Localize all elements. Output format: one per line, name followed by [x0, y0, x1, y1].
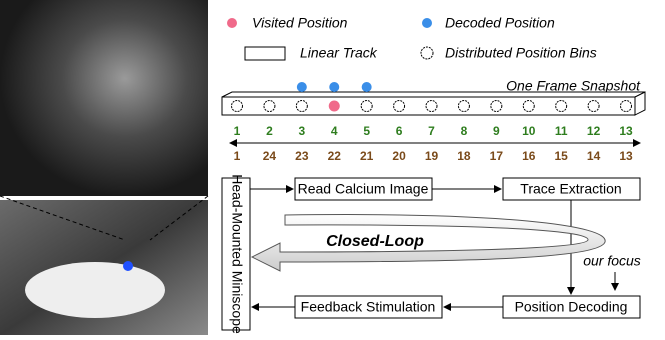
decoding-label: Position Decoding [515, 299, 628, 315]
forward-index: 13 [619, 124, 633, 138]
closed-loop-label: Closed-Loop [326, 233, 424, 250]
forward-index: 3 [298, 124, 305, 138]
legend-visited: Visited Position [252, 15, 348, 31]
read-label: Read Calcium Image [298, 181, 429, 197]
backward-index: 20 [392, 149, 406, 163]
forward-index: 11 [555, 124, 568, 138]
position-bin [329, 101, 340, 112]
decoded-dot [362, 82, 372, 92]
forward-index: 1 [234, 124, 241, 138]
legend-visited-dot [227, 18, 237, 28]
forward-index: 5 [363, 124, 370, 138]
forward-index: 8 [461, 124, 468, 138]
trace-label: Trace Extraction [520, 181, 621, 197]
forward-index: 12 [587, 124, 601, 138]
backward-index: 14 [587, 149, 601, 163]
position-bin [232, 101, 243, 112]
position-bin [491, 101, 502, 112]
legend-bin-icon [421, 47, 433, 59]
position-bin [426, 101, 437, 112]
backward-index: 1 [234, 149, 241, 163]
position-bin [556, 101, 567, 112]
backward-index: 23 [295, 149, 309, 163]
position-bin [523, 101, 534, 112]
snapshot-label: One Frame Snapshot [506, 78, 641, 94]
position-bin [621, 101, 632, 112]
backward-index: 21 [360, 149, 374, 163]
backward-index: 22 [328, 149, 342, 163]
backward-index: 13 [619, 149, 633, 163]
calcium-image [0, 0, 208, 196]
legend-decoded-dot [422, 18, 432, 28]
position-bin [361, 101, 372, 112]
legend-track-icon [245, 47, 285, 60]
figure: Visited Position Decoded Position Linear… [0, 0, 665, 335]
decoded-dot [329, 82, 339, 92]
forward-index: 9 [493, 124, 500, 138]
position-bin [296, 101, 307, 112]
forward-index: 7 [428, 124, 435, 138]
position-bin [394, 101, 405, 112]
backward-index: 24 [263, 149, 277, 163]
backward-index: 15 [554, 149, 568, 163]
legend-bins: Distributed Position Bins [445, 45, 597, 61]
position-bin [458, 101, 469, 112]
track-top [222, 92, 645, 97]
backward-index: 16 [522, 149, 536, 163]
forward-index: 10 [522, 124, 536, 138]
forward-index: 4 [331, 124, 338, 138]
position-bin [588, 101, 599, 112]
feedback-label: Feedback Stimulation [301, 299, 436, 315]
decoded-dot [297, 82, 307, 92]
rat-body [25, 262, 165, 318]
backward-index: 17 [490, 149, 504, 163]
miniscope-label: Head-Mounted Miniscope [229, 174, 245, 334]
backward-index: 18 [457, 149, 471, 163]
legend-track: Linear Track [300, 45, 378, 61]
focus-label: our focus [583, 253, 641, 269]
position-bin [264, 101, 275, 112]
legend-decoded: Decoded Position [445, 15, 555, 31]
forward-index: 6 [396, 124, 403, 138]
forward-index: 2 [266, 124, 273, 138]
backward-index: 19 [425, 149, 439, 163]
closed-loop-arrow [252, 215, 605, 271]
led [123, 261, 133, 271]
